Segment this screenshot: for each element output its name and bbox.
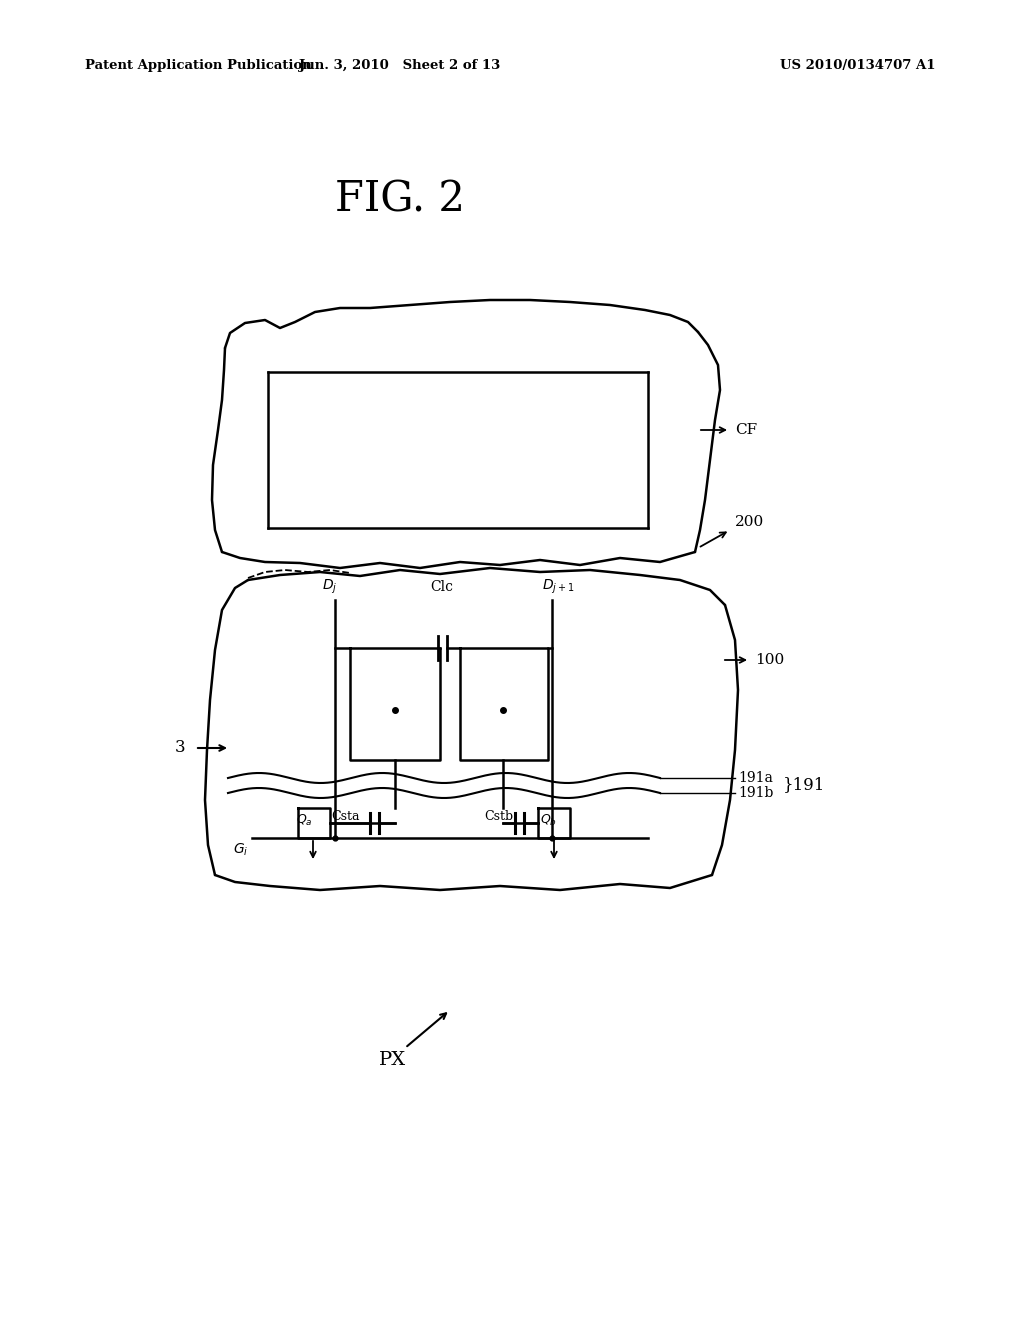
Text: $Q_a$: $Q_a$ — [296, 812, 312, 828]
Text: }191: }191 — [783, 776, 825, 793]
Text: PX: PX — [380, 1051, 407, 1069]
Text: Csta: Csta — [332, 810, 360, 822]
Text: $G_i$: $G_i$ — [232, 842, 248, 858]
Text: CF: CF — [735, 422, 757, 437]
Text: Jun. 3, 2010   Sheet 2 of 13: Jun. 3, 2010 Sheet 2 of 13 — [299, 58, 501, 71]
Text: Cstb: Cstb — [484, 810, 514, 822]
Text: Patent Application Publication: Patent Application Publication — [85, 58, 311, 71]
Text: $Q_b$: $Q_b$ — [540, 812, 557, 828]
Text: Clc: Clc — [430, 579, 454, 594]
Text: FIG. 2: FIG. 2 — [335, 180, 465, 220]
Text: 200: 200 — [735, 515, 764, 529]
Text: 100: 100 — [755, 653, 784, 667]
Text: $D_j$: $D_j$ — [323, 578, 338, 597]
Text: 191a: 191a — [738, 771, 773, 785]
Text: 191b: 191b — [738, 785, 773, 800]
Text: 3: 3 — [174, 739, 185, 756]
Text: US 2010/0134707 A1: US 2010/0134707 A1 — [780, 58, 936, 71]
Text: $D_{j+1}$: $D_{j+1}$ — [542, 578, 574, 597]
